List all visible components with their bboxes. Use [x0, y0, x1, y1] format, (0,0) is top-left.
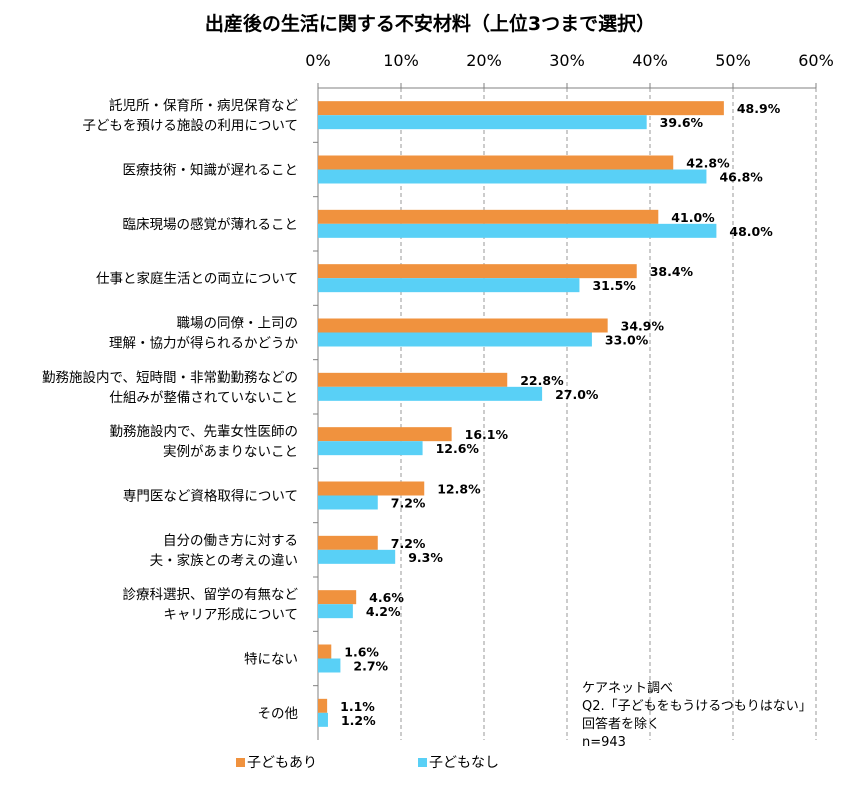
bar-without-children — [318, 712, 328, 727]
category-label: その他 — [258, 706, 299, 722]
bar-with-children — [318, 372, 508, 387]
bar-without-children — [318, 549, 396, 564]
category-label: 臨床現場の感覚が薄れること — [123, 216, 299, 233]
category-label: 夫・家族との考えの違い — [150, 552, 298, 569]
data-label: 48.0% — [729, 224, 773, 239]
data-label: 7.2% — [391, 536, 426, 551]
bar-without-children — [318, 223, 717, 238]
data-label: 16.1% — [465, 427, 509, 442]
category-label: 自分の働き方に対する — [163, 533, 298, 549]
category-label: キャリア形成について — [163, 607, 298, 623]
category-label: 医療技術・知識が遅れること — [123, 162, 299, 179]
note-line-4: n=943 — [582, 735, 626, 750]
data-label: 48.9% — [737, 101, 781, 116]
data-label: 33.0% — [605, 333, 649, 348]
data-label: 38.4% — [650, 264, 694, 279]
bar-with-children — [318, 644, 332, 659]
x-tick-label: 10% — [383, 51, 419, 70]
bar-without-children — [318, 278, 580, 293]
bar-with-children — [318, 318, 608, 333]
category-label: 職場の同僚・上司の — [177, 316, 299, 332]
category-label: 仕事と家庭生活との両立について — [96, 270, 298, 287]
data-label: 1.6% — [344, 645, 379, 660]
category-label: 勤務施設内で、短時間・非常勤勤務などの — [42, 370, 298, 386]
data-label: 2.7% — [353, 659, 388, 674]
bar-without-children — [318, 332, 592, 347]
x-tick-label: 20% — [466, 51, 502, 70]
category-label: 専門医など資格取得について — [123, 488, 298, 505]
x-tick-label: 0% — [305, 51, 330, 70]
bar-without-children — [318, 169, 707, 184]
data-label: 31.5% — [592, 278, 636, 293]
chart-title: 出産後の生活に関する不安材料（上位3つまで選択） — [205, 12, 655, 35]
category-label: 託児所・保育所・病児保育など — [109, 98, 298, 114]
data-label: 9.3% — [408, 550, 443, 565]
data-label: 27.0% — [555, 387, 599, 402]
data-label: 7.2% — [391, 496, 426, 511]
category-label: 仕組みが整備されていないこと — [109, 390, 298, 406]
x-tick-label: 30% — [549, 51, 585, 70]
bar-with-children — [318, 101, 724, 116]
bar-without-children — [318, 658, 341, 673]
bar-with-children — [318, 481, 425, 496]
data-label: 34.9% — [621, 319, 665, 334]
bar-without-children — [318, 495, 378, 510]
data-label: 1.2% — [341, 713, 376, 728]
bar-with-children — [318, 590, 357, 605]
data-label: 12.6% — [436, 441, 480, 456]
category-label: 実例があまりないこと — [163, 444, 298, 460]
category-label: 理解・協力が得られるかどうか — [109, 335, 298, 352]
legend-label: 子どもなし — [429, 755, 499, 771]
bar-with-children — [318, 698, 328, 713]
data-label: 41.0% — [671, 210, 715, 225]
data-label: 12.8% — [437, 482, 481, 497]
legend-label: 子どもあり — [247, 755, 317, 771]
bar-with-children — [318, 535, 378, 550]
x-tick-label: 50% — [715, 51, 751, 70]
note-line-3: 回答者を除く — [582, 717, 661, 732]
note-line-1: ケアネット調べ — [582, 681, 674, 696]
data-label: 42.8% — [686, 156, 730, 171]
data-label: 4.2% — [366, 604, 401, 619]
x-tick-label: 40% — [632, 51, 668, 70]
data-label: 46.8% — [719, 170, 763, 185]
bar-without-children — [318, 441, 423, 456]
category-label: 診療科選択、留学の有無など — [123, 586, 299, 603]
data-label: 22.8% — [520, 373, 564, 388]
bar-with-children — [318, 427, 452, 442]
bar-without-children — [318, 386, 543, 401]
data-label: 4.6% — [369, 590, 404, 605]
bar-with-children — [318, 155, 674, 170]
category-label: 勤務施設内で、先輩女性医師の — [110, 423, 298, 440]
bar-without-children — [318, 604, 353, 619]
data-label: 39.6% — [660, 115, 704, 130]
category-label: 特にない — [244, 652, 298, 668]
bar-with-children — [318, 209, 659, 224]
legend-swatch — [418, 758, 427, 767]
legend-swatch — [236, 758, 245, 767]
note-line-2: Q2.「子どもをもうけるつもりはない」 — [582, 699, 812, 714]
data-label: 1.1% — [340, 699, 375, 714]
x-tick-label: 60% — [798, 51, 834, 70]
category-label: 子どもを預ける施設の利用について — [82, 118, 298, 134]
source-note: ケアネット調べ Q2.「子どもをもうけるつもりはない」 回答者を除く n=943 — [582, 680, 812, 752]
bar-with-children — [318, 264, 637, 279]
bar-without-children — [318, 115, 647, 130]
